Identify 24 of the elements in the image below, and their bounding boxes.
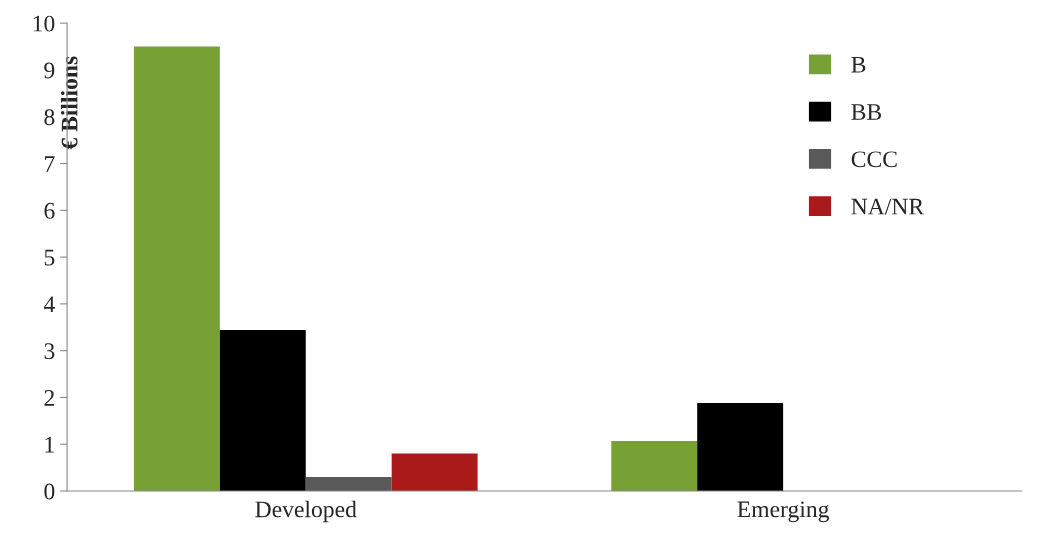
y-tick-label: 0 (44, 483, 55, 500)
y-axis-title: € Billions (60, 56, 78, 150)
legend-label: BB (851, 104, 882, 120)
y-tick-label: 6 (44, 202, 55, 219)
y-tick-label: 4 (43, 296, 55, 313)
bar (133, 46, 220, 492)
legend-label: NA/NR (851, 198, 925, 215)
x-tick-label: Emerging (737, 501, 830, 523)
y-tick-label: 5 (44, 249, 55, 266)
y-tick-label: 3 (44, 343, 55, 360)
y-tick-label: 2 (44, 390, 54, 406)
bar (305, 476, 392, 492)
bar (611, 440, 698, 492)
y-tick-label: 10 (33, 15, 55, 32)
legend-label: CCC (851, 151, 897, 168)
bar (219, 330, 306, 492)
y-tick-label: 9 (44, 62, 55, 79)
y-tick-label: 8 (44, 109, 55, 126)
x-tick-label: Developed (255, 500, 357, 523)
bar (391, 453, 478, 492)
legend-label: B (851, 56, 866, 73)
y-tick-label: 1 (45, 436, 54, 453)
y-tick-label: 7 (45, 156, 55, 172)
bar (697, 403, 784, 492)
